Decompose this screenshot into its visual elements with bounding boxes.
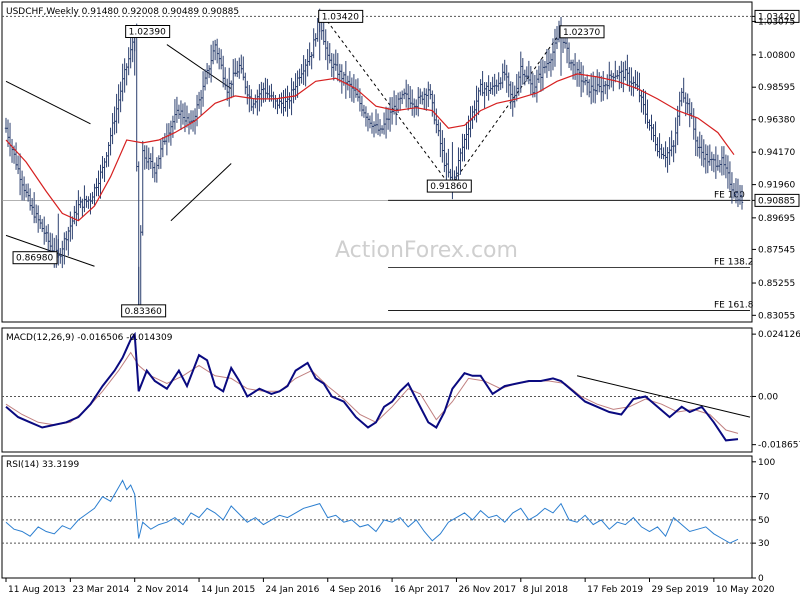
price-axis-highlight-box — [754, 9, 800, 23]
x-tick-label: 29 Sep 2019 — [651, 585, 708, 595]
price-label-box — [121, 304, 167, 318]
price-labels: 1.02390 0.86980 0.83360 1.03420 0.91860 1.023… — [12, 9, 605, 318]
fib-label: FE 161.8 — [714, 301, 754, 311]
macd-trendline — [576, 375, 751, 418]
x-tick-label: 8 Jul 2018 — [523, 585, 568, 595]
price-axis-tick-label: 0.87545 — [758, 245, 795, 255]
price-label: 1.02390 — [129, 28, 166, 38]
grid-layer — [2, 15, 752, 544]
price-label: 0.91860 — [430, 182, 467, 192]
trendline — [323, 16, 451, 187]
trendline — [450, 31, 562, 187]
x-tick-label: 17 Feb 2019 — [587, 585, 643, 595]
rsi-axis-tick-label: 100 — [758, 458, 775, 468]
moving-average — [5, 73, 735, 222]
price-label-box — [125, 25, 171, 39]
fib-label: FE 100 — [714, 190, 745, 200]
x-tick-label: 4 Sep 2016 — [330, 585, 382, 595]
price-axis-tick-label: 0.85255 — [758, 279, 795, 289]
macd-panel — [5, 331, 751, 442]
fib-levels: FE 100 FE 138.2 FE 161.8 — [388, 190, 754, 311]
x-tick-label: 23 Mar 2014 — [72, 585, 129, 595]
price-label-box — [318, 9, 364, 23]
moving-average-line — [5, 73, 735, 222]
price-label: 0.83360 — [125, 307, 162, 317]
price-axis-tick-label: 0.94170 — [758, 148, 795, 158]
price-label: 1.02370 — [563, 28, 600, 38]
watermark: ActionForex.com — [335, 238, 518, 263]
price-axis-tick-label: 1.03420 — [758, 12, 795, 22]
price-label-box — [426, 179, 472, 193]
x-tick-label: 26 Nov 2017 — [458, 585, 516, 595]
macd-axis-tick-label: 0.00 — [758, 392, 778, 402]
price-label: 0.86980 — [16, 254, 53, 264]
x-tick-label: 24 Jan 2016 — [265, 585, 319, 595]
price-bars — [4, 8, 744, 315]
rsi-panel — [5, 479, 739, 544]
rsi-axis-tick-label: 30 — [758, 539, 770, 549]
trendline — [170, 163, 232, 222]
price-label: 1.03420 — [322, 12, 359, 22]
price-label-box — [12, 251, 58, 265]
x-axis: 11 Aug 2013 23 Mar 2014 2 Nov 2014 14 Jun 2… — [5, 578, 775, 595]
panel-frame-price — [1, 1, 753, 323]
rsi-axis-tick-label: 50 — [758, 516, 770, 526]
macd-signal-line — [5, 351, 739, 434]
price-label-box — [559, 25, 605, 39]
price-axis-tick-label: 0.90885 — [758, 196, 795, 206]
macd-line — [5, 331, 739, 442]
price-axis-tick-label: 0.91960 — [758, 181, 795, 191]
price-axis-tick-label: 0.98595 — [758, 83, 795, 93]
price-axis-tick-label: 0.89695 — [758, 214, 795, 224]
price-header: USDCHF,Weekly 0.91480 0.92008 0.90489 0.… — [6, 7, 239, 17]
macd-title: MACD(12,26,9) -0.016506 -0.014309 — [6, 333, 173, 343]
x-tick-label: 14 Jun 2015 — [201, 585, 255, 595]
macd-axis-tick-label: 0.024126 — [758, 330, 800, 340]
macd-axis-tick-label: -0.018657 — [758, 441, 800, 451]
rsi-axis-tick-label: 70 — [758, 493, 770, 503]
panel-frame-macd — [1, 327, 753, 453]
x-tick-label: 10 May 2020 — [716, 585, 775, 595]
trendline — [166, 44, 232, 90]
trendline — [5, 80, 91, 125]
x-tick-label: 11 Aug 2013 — [8, 585, 66, 595]
x-tick-label: 2 Nov 2014 — [137, 585, 189, 595]
rsi-axis-tick-label: 0 — [758, 574, 764, 584]
price-axis-highlight-box — [754, 193, 800, 207]
rsi-line — [5, 479, 739, 544]
fib-label: FE 138.2 — [714, 257, 754, 267]
price-axis-tick-label: 1.00800 — [758, 51, 795, 61]
price-axis-tick-label: 0.83055 — [758, 311, 795, 321]
rsi-title: RSI(14) 33.3199 — [6, 460, 79, 470]
price-axis-tick-label: 0.96380 — [758, 116, 795, 126]
price-axis-tick-label: 1.03075 — [758, 17, 795, 27]
x-tick-label: 16 Apr 2017 — [394, 585, 450, 595]
panel-frame-rsi — [1, 455, 753, 579]
